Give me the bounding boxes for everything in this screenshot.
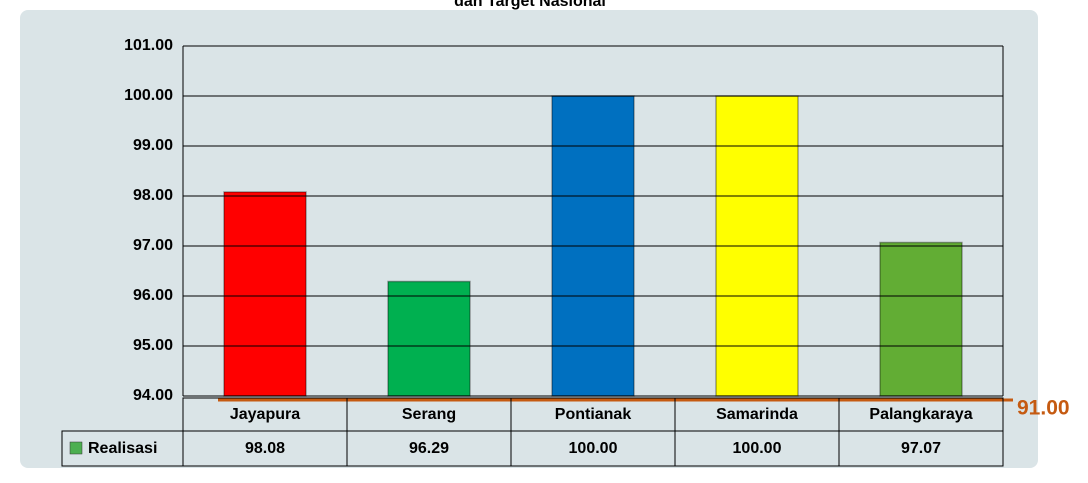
bar <box>224 192 306 396</box>
legend-key <box>70 442 82 454</box>
y-tick-label: 94.00 <box>133 387 173 404</box>
chart-title: dan Target Nasional <box>454 0 606 10</box>
target-label: 91.00 <box>1017 397 1070 420</box>
y-tick-label: 99.00 <box>133 137 173 154</box>
y-tick-label: 100.00 <box>124 87 173 104</box>
y-tick-label: 96.00 <box>133 287 173 304</box>
x-tick-label: Jayapura <box>230 406 300 423</box>
data-label: 98.08 <box>245 440 285 457</box>
y-tick-label: 101.00 <box>124 37 173 54</box>
y-tick-label: 98.00 <box>133 187 173 204</box>
x-tick-label: Serang <box>402 406 456 423</box>
data-label: 97.07 <box>901 440 941 457</box>
bar <box>880 243 962 397</box>
data-label: 100.00 <box>733 440 782 457</box>
x-tick-label: Palangkaraya <box>869 406 972 423</box>
y-tick-label: 97.00 <box>133 237 173 254</box>
x-tick-label: Samarinda <box>716 406 798 423</box>
y-tick-label: 95.00 <box>133 337 173 354</box>
legend-label: Realisasi <box>88 440 157 457</box>
chart: dan Target Nasional 91.00 94.00 95.00 96.0… <box>0 0 1088 483</box>
x-tick-label: Pontianak <box>555 406 632 423</box>
bar <box>388 282 470 397</box>
data-label: 96.29 <box>409 440 449 457</box>
data-label: 100.00 <box>569 440 618 457</box>
